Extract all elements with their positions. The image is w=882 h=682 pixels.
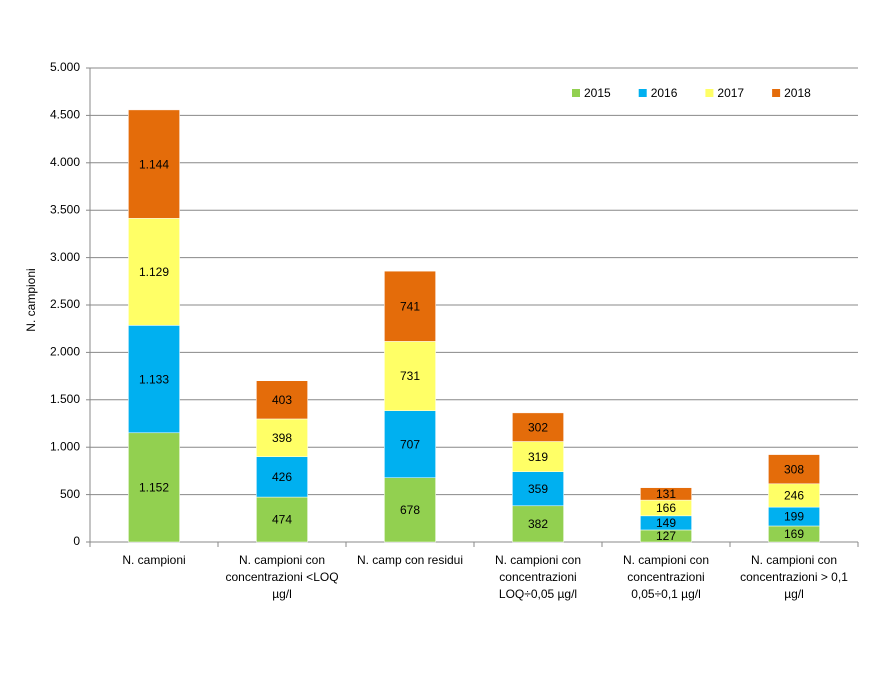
value-label: 169: [784, 527, 804, 541]
value-label: 707: [400, 437, 420, 451]
value-label: 678: [400, 503, 420, 517]
value-label: 398: [272, 431, 292, 445]
bar-segment: [384, 341, 436, 411]
bar-segment: [768, 454, 820, 485]
value-label: 166: [656, 501, 676, 515]
bar-segment: [256, 418, 308, 457]
value-label: 131: [656, 487, 676, 501]
value-label: 426: [272, 470, 292, 484]
y-tick-label: 1.500: [50, 392, 80, 406]
bar-segment: [256, 496, 308, 543]
bar-segment: [128, 432, 180, 543]
bar-segment: [640, 487, 692, 501]
x-tick-label: N. campioni con concentrazioni 0,05÷0,1 …: [622, 553, 710, 601]
y-tick-label: 3.000: [50, 250, 80, 264]
value-label: 359: [528, 482, 548, 496]
x-tick-label: N. campioni con concentrazioni LOQ÷0,05 …: [494, 553, 582, 601]
value-label: 1.129: [139, 265, 169, 279]
y-axis-label: N. campioni: [24, 268, 38, 331]
bar-segment: [128, 325, 180, 434]
y-tick-label: 4.500: [50, 108, 80, 122]
legend-label: 2015: [584, 86, 611, 100]
value-label: 149: [656, 516, 676, 530]
value-label: 246: [784, 489, 804, 503]
bar-segment: [128, 218, 180, 326]
y-tick-label: 0: [73, 534, 80, 548]
y-tick-label: 3.500: [50, 202, 80, 216]
x-tick-label: N. camp con residui: [356, 553, 464, 567]
bar-segment: [512, 471, 564, 507]
legend-swatch: [638, 89, 647, 97]
legend-label: 2018: [784, 86, 811, 100]
bar-segment: [256, 456, 308, 498]
bar-segment: [384, 477, 436, 543]
x-tick-label: N. campioni con concentrazioni > 0,1 µg/…: [740, 553, 848, 601]
value-label: 308: [784, 462, 804, 476]
y-tick-label: 4.000: [50, 155, 80, 169]
bar-segment: [512, 441, 564, 473]
y-tick-label: 2.000: [50, 345, 80, 359]
legend-swatch: [705, 89, 714, 97]
value-label: 474: [272, 513, 292, 527]
bar-segment: [128, 109, 180, 219]
value-label: 731: [400, 369, 420, 383]
value-label: 741: [400, 299, 420, 313]
value-label: 302: [528, 420, 548, 434]
x-tick-label: N. campioni: [122, 553, 186, 567]
bar-segment: [256, 380, 308, 420]
value-label: 127: [656, 529, 676, 543]
legend-swatch: [572, 89, 580, 97]
value-label: 403: [272, 393, 292, 407]
value-label: 199: [784, 510, 804, 524]
value-label: 382: [528, 517, 548, 531]
bar-segment: [512, 412, 564, 442]
value-label: 319: [528, 450, 548, 464]
x-tick-label: N. campioni con concentrazioni <LOQ µg/l: [225, 553, 339, 601]
y-tick-label: 5.000: [50, 60, 80, 74]
value-label: 1.144: [139, 157, 169, 171]
value-label: 1.152: [139, 481, 169, 495]
legend-label: 2017: [717, 86, 744, 100]
legend-swatch: [772, 89, 781, 97]
bar-segment: [384, 270, 436, 342]
y-tick-label: 500: [60, 487, 80, 501]
legend-label: 2016: [651, 86, 678, 100]
y-tick-label: 1.000: [50, 439, 80, 453]
y-tick-label: 2.500: [50, 297, 80, 311]
bar-segment: [384, 410, 436, 478]
value-label: 1.133: [139, 372, 169, 386]
bar-segment: [512, 505, 564, 543]
